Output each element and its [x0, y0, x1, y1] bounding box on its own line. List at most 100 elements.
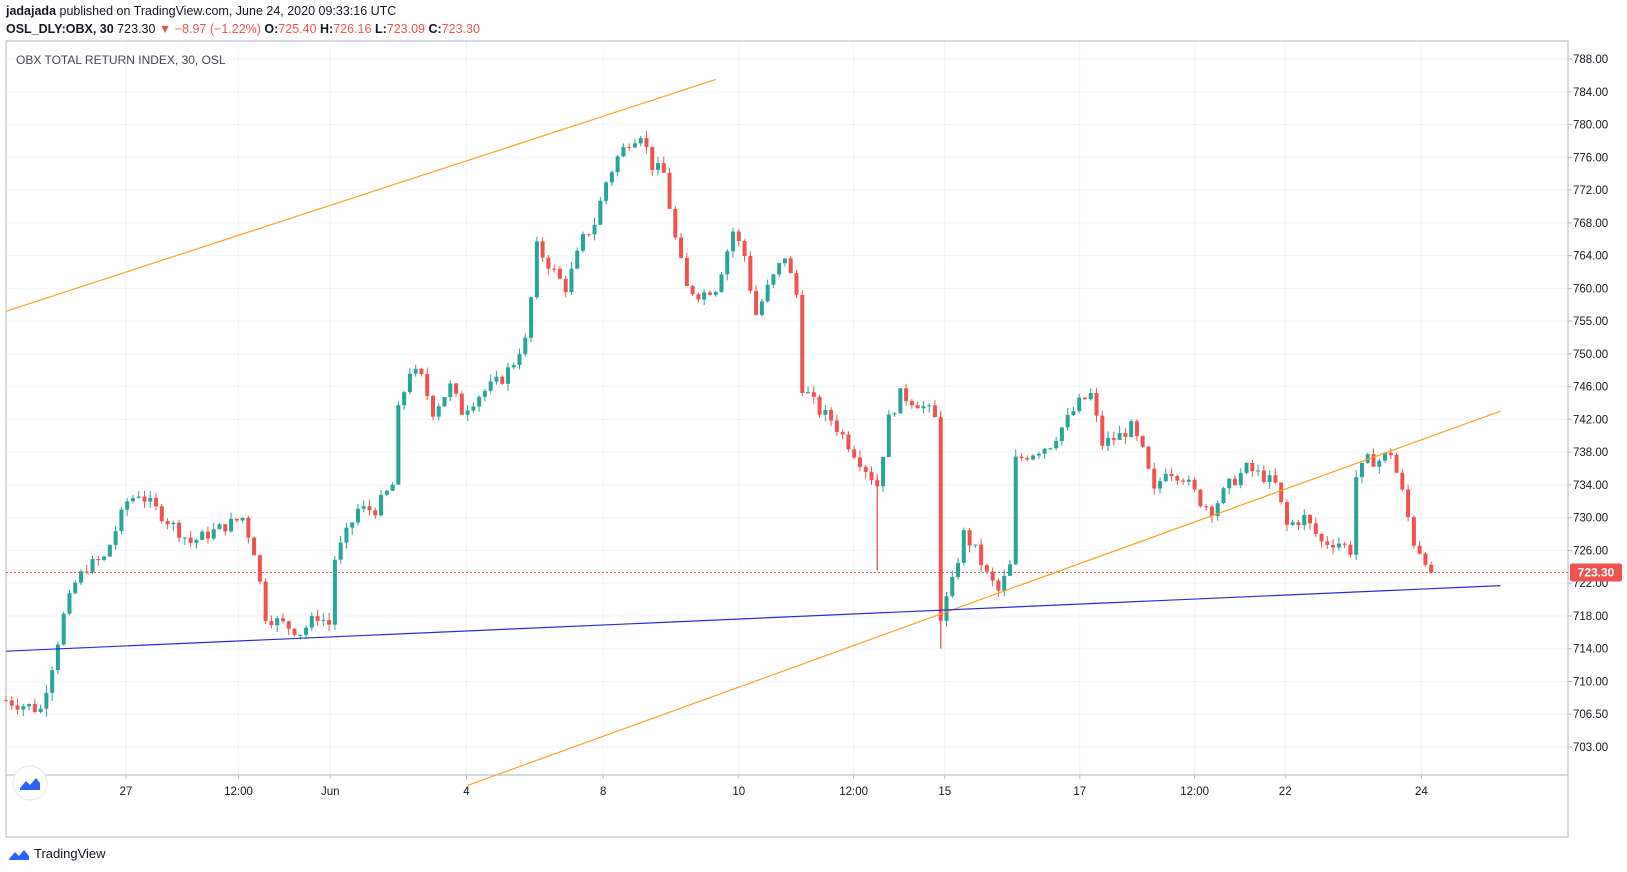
time-tick-label: Jun — [321, 786, 340, 798]
candle-body — [661, 163, 666, 173]
candle-body — [465, 410, 470, 415]
candle-body — [246, 517, 251, 538]
candle-body — [188, 537, 193, 543]
candle-body — [1250, 463, 1255, 472]
candle-body — [142, 496, 147, 502]
candle-body — [61, 613, 66, 645]
candle-body — [384, 490, 389, 495]
trendlines[interactable] — [5, 78, 1501, 786]
candle-body — [817, 396, 822, 415]
price-tick-label: 738.00 — [1573, 447, 1608, 459]
candle-body — [119, 509, 124, 532]
price-tick-label: 730.00 — [1573, 513, 1608, 525]
candle-body — [811, 392, 816, 397]
candle-body — [1279, 482, 1284, 503]
candle-body — [113, 531, 118, 545]
candle-body — [788, 258, 793, 274]
candle-body — [1400, 472, 1405, 490]
candle-body — [857, 457, 862, 467]
price-tick-label: 750.00 — [1573, 349, 1608, 361]
candle-body — [1359, 462, 1364, 478]
high-value: 726.16 — [333, 22, 372, 36]
candle-body — [1256, 470, 1261, 472]
candle-body — [961, 530, 966, 563]
candle-body — [442, 397, 447, 407]
trendline-orange — [5, 78, 716, 312]
candle-body — [950, 577, 955, 597]
author-name[interactable]: jadajada — [6, 4, 57, 18]
candle-body — [771, 274, 776, 285]
candle-body — [1186, 479, 1191, 482]
candle-body — [1198, 489, 1203, 507]
candle-body — [350, 522, 355, 528]
time-tick-label: 17 — [1073, 786, 1086, 798]
candle-body — [736, 231, 741, 242]
candle-body — [454, 383, 459, 394]
candle-body — [1031, 455, 1036, 460]
candle-body — [984, 565, 989, 572]
candle-body — [886, 414, 891, 457]
candle-body — [956, 562, 961, 578]
candle-body — [1319, 533, 1324, 542]
candle-body — [1273, 475, 1278, 483]
candle-body — [1059, 427, 1064, 442]
candle-body — [425, 374, 430, 396]
price-change: −8.97 (−1.22%) — [174, 22, 261, 36]
candle-body — [990, 571, 995, 581]
last-price: 723.30 — [117, 22, 156, 36]
candle-body — [598, 200, 603, 225]
candle-body — [1336, 543, 1341, 548]
price-axis[interactable]: 703.00706.50710.00714.00718.00722.00726.… — [1568, 54, 1608, 754]
candle-body — [627, 146, 632, 148]
tradingview-footer[interactable]: TradingView — [8, 846, 106, 861]
candle-body — [459, 393, 464, 415]
candle-body — [407, 373, 412, 393]
time-axis[interactable]: 27 12:00 Jun 4 8 10 12:00 15 17 12:00 22 24 — [6, 774, 1568, 798]
candle-body — [1348, 544, 1353, 555]
candle-body — [1371, 454, 1376, 467]
candle-body — [806, 392, 811, 394]
candle-body — [1354, 477, 1359, 555]
candle-body — [15, 705, 20, 710]
candle-body — [1411, 517, 1416, 546]
candle-body — [1134, 421, 1139, 437]
candle-body — [1302, 514, 1307, 526]
candle-body — [979, 544, 984, 566]
close-value: 723.30 — [441, 22, 480, 36]
candle-body — [430, 395, 435, 417]
open-value: 725.40 — [278, 22, 317, 36]
candle-body — [477, 396, 482, 407]
candle-body — [834, 420, 839, 432]
candle-body — [304, 627, 309, 635]
candle-body — [540, 241, 545, 258]
candle-body — [1163, 473, 1168, 482]
candle-body — [604, 182, 609, 201]
price-tick-label: 703.00 — [1573, 742, 1608, 754]
candle-body — [1296, 522, 1301, 526]
symbol-label[interactable]: OSL_DLY:OBX, 30 — [6, 22, 114, 36]
tradingview-badge-icon[interactable] — [12, 765, 48, 801]
price-tick-label: 706.50 — [1573, 709, 1608, 721]
candle-body — [829, 409, 834, 421]
candle-body — [32, 704, 37, 712]
candle-body — [136, 496, 141, 498]
candle-body — [569, 268, 574, 293]
candle-body — [234, 518, 239, 521]
candle-body — [367, 506, 372, 511]
price-tick-label: 764.00 — [1573, 251, 1608, 263]
candle-body — [229, 518, 234, 532]
candle-body — [777, 263, 782, 275]
candle-body — [973, 544, 978, 546]
candle-body — [44, 692, 49, 709]
candle-body — [794, 273, 799, 295]
candle-body — [932, 405, 937, 418]
candle-body — [1342, 543, 1347, 545]
publish-line: jadajada published on TradingView.com, J… — [6, 2, 480, 20]
candle-body — [1106, 437, 1111, 446]
candle-body — [1002, 575, 1007, 591]
candle-body — [1111, 437, 1116, 440]
candle-body — [67, 593, 72, 614]
time-tick-label: 10 — [732, 786, 745, 798]
candle-body — [1388, 452, 1393, 455]
